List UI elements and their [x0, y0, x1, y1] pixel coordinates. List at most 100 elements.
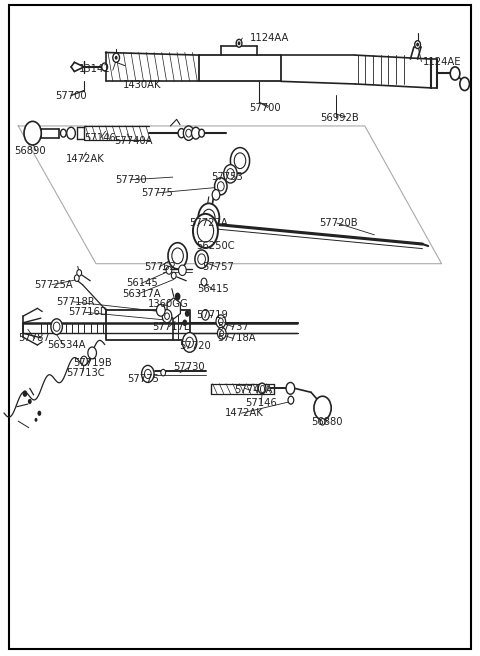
Text: 13141: 13141: [79, 64, 110, 74]
Circle shape: [193, 214, 218, 248]
Text: 57717L: 57717L: [153, 321, 190, 332]
Text: 57716D: 57716D: [68, 307, 108, 318]
Circle shape: [230, 148, 250, 174]
Circle shape: [172, 248, 183, 264]
Text: 1430AK: 1430AK: [122, 80, 161, 91]
Circle shape: [258, 383, 266, 394]
Circle shape: [186, 129, 192, 137]
Circle shape: [450, 67, 460, 80]
Circle shape: [183, 126, 194, 140]
Circle shape: [175, 293, 180, 300]
Circle shape: [218, 318, 223, 325]
Text: 57737: 57737: [217, 321, 249, 332]
Text: 1124AA: 1124AA: [250, 33, 289, 43]
Circle shape: [314, 396, 331, 420]
Circle shape: [144, 369, 151, 379]
Circle shape: [236, 39, 242, 47]
Circle shape: [37, 411, 41, 416]
Circle shape: [220, 331, 224, 336]
Text: 57740A: 57740A: [114, 136, 153, 146]
Text: 57757: 57757: [203, 262, 234, 272]
Circle shape: [179, 265, 186, 276]
Circle shape: [23, 390, 27, 397]
Text: 57762: 57762: [144, 262, 176, 272]
Circle shape: [416, 43, 419, 47]
Circle shape: [156, 304, 165, 316]
Circle shape: [162, 310, 172, 323]
Circle shape: [320, 419, 325, 425]
Text: 57719: 57719: [196, 310, 228, 320]
Text: 56992B: 56992B: [321, 113, 360, 123]
Circle shape: [203, 209, 215, 226]
Circle shape: [199, 129, 204, 137]
Circle shape: [53, 322, 60, 331]
Circle shape: [227, 169, 234, 179]
Circle shape: [212, 190, 220, 200]
Text: 57775: 57775: [127, 374, 159, 384]
Text: 1360GG: 1360GG: [148, 299, 189, 310]
Text: 57700: 57700: [55, 91, 87, 101]
Text: 56317A: 56317A: [122, 289, 161, 299]
Circle shape: [217, 182, 224, 191]
Circle shape: [24, 121, 41, 145]
Text: 1472AK: 1472AK: [66, 154, 105, 165]
Text: 56534A: 56534A: [47, 340, 85, 350]
Text: 57713C: 57713C: [66, 367, 105, 378]
Circle shape: [215, 178, 227, 195]
Circle shape: [198, 254, 205, 264]
Text: 57727A: 57727A: [190, 218, 228, 228]
FancyBboxPatch shape: [9, 5, 471, 649]
Circle shape: [216, 315, 226, 328]
Circle shape: [202, 310, 209, 320]
Circle shape: [165, 313, 169, 319]
Circle shape: [35, 418, 37, 422]
Circle shape: [186, 337, 193, 348]
Circle shape: [195, 250, 208, 268]
Circle shape: [60, 129, 66, 137]
Text: 56145: 56145: [126, 278, 157, 289]
Text: 57787: 57787: [18, 333, 50, 344]
Text: 1124AE: 1124AE: [422, 57, 461, 68]
Circle shape: [28, 399, 32, 404]
Text: 56880: 56880: [311, 417, 343, 428]
Text: 57730: 57730: [115, 174, 147, 185]
Text: 57700: 57700: [250, 102, 281, 113]
Circle shape: [217, 327, 226, 339]
Circle shape: [182, 333, 197, 352]
Text: 57775: 57775: [142, 188, 173, 198]
Text: 56415: 56415: [197, 283, 228, 294]
Circle shape: [234, 153, 246, 169]
Text: 57719B: 57719B: [73, 358, 112, 368]
Text: 57725A: 57725A: [35, 279, 73, 290]
Circle shape: [161, 369, 166, 376]
Circle shape: [113, 53, 120, 62]
Circle shape: [88, 347, 96, 359]
Text: 57718R: 57718R: [57, 297, 95, 307]
Text: 56250C: 56250C: [196, 241, 234, 251]
Circle shape: [102, 63, 108, 71]
Text: 57753: 57753: [211, 172, 243, 182]
Circle shape: [51, 319, 62, 335]
Circle shape: [288, 396, 294, 404]
Text: 57720B: 57720B: [319, 218, 358, 228]
Text: 57720: 57720: [180, 341, 211, 352]
Text: 57146: 57146: [245, 398, 276, 409]
Circle shape: [171, 272, 176, 279]
Circle shape: [415, 41, 420, 49]
Circle shape: [192, 127, 200, 139]
Circle shape: [238, 41, 240, 45]
Text: 57718A: 57718A: [217, 333, 255, 344]
Circle shape: [197, 220, 214, 242]
Circle shape: [67, 127, 75, 139]
Circle shape: [286, 382, 295, 394]
Circle shape: [185, 310, 190, 317]
Circle shape: [81, 356, 87, 365]
Circle shape: [142, 365, 154, 382]
Circle shape: [460, 77, 469, 91]
Circle shape: [168, 243, 187, 269]
Circle shape: [115, 56, 118, 60]
Circle shape: [198, 203, 219, 232]
Circle shape: [178, 129, 185, 138]
Circle shape: [166, 266, 172, 274]
Circle shape: [201, 278, 207, 286]
